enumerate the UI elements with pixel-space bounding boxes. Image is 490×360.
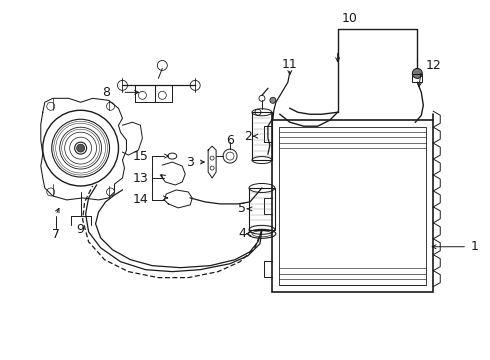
Bar <box>252 112 272 160</box>
Text: 7: 7 <box>52 228 60 241</box>
Bar <box>279 127 426 285</box>
Text: 14: 14 <box>133 193 148 206</box>
Text: 13: 13 <box>133 171 148 185</box>
Text: 10: 10 <box>342 12 358 25</box>
Text: 9: 9 <box>77 223 85 236</box>
Text: 5: 5 <box>238 202 246 215</box>
Circle shape <box>76 144 85 152</box>
Text: 3: 3 <box>186 156 194 168</box>
Text: 8: 8 <box>102 86 111 99</box>
Bar <box>249 188 275 230</box>
Text: 11: 11 <box>282 58 298 71</box>
Circle shape <box>270 97 276 103</box>
Circle shape <box>413 68 422 78</box>
Text: 15: 15 <box>132 150 148 163</box>
Text: 4: 4 <box>238 227 246 240</box>
Text: 1: 1 <box>471 240 479 253</box>
Bar <box>413 75 422 82</box>
Text: 12: 12 <box>425 59 441 72</box>
Text: 2: 2 <box>244 130 252 143</box>
Text: 6: 6 <box>226 134 234 147</box>
Bar <box>272 120 433 292</box>
